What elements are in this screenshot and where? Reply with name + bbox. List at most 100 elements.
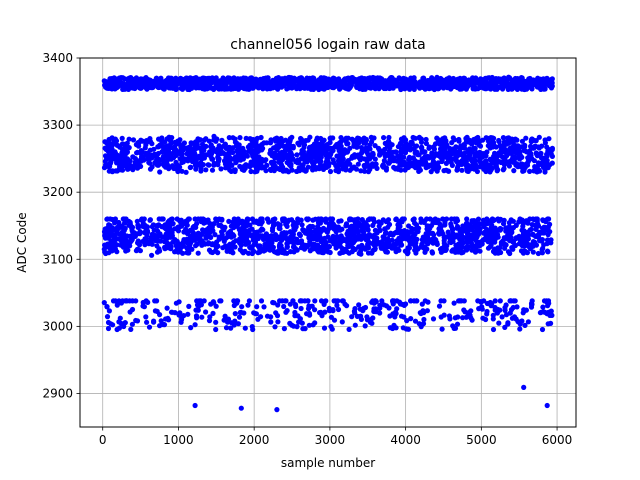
data-point bbox=[258, 162, 264, 168]
data-point bbox=[130, 154, 136, 160]
data-point bbox=[128, 326, 134, 332]
data-point bbox=[133, 76, 139, 82]
data-point bbox=[494, 310, 500, 316]
data-point bbox=[397, 301, 404, 307]
outlier-point bbox=[192, 402, 198, 409]
data-point bbox=[487, 229, 493, 235]
data-point bbox=[244, 230, 250, 236]
data-point bbox=[335, 144, 341, 150]
data-point bbox=[104, 216, 111, 222]
data-point bbox=[107, 245, 113, 251]
data-point bbox=[218, 166, 224, 172]
data-point bbox=[430, 230, 436, 236]
data-point bbox=[209, 75, 215, 81]
data-point bbox=[451, 300, 457, 306]
data-point bbox=[253, 219, 260, 225]
data-point bbox=[144, 86, 150, 92]
data-point bbox=[221, 143, 227, 149]
data-point bbox=[156, 80, 162, 86]
data-point bbox=[106, 136, 112, 143]
data-point bbox=[430, 158, 436, 164]
data-point bbox=[459, 81, 465, 87]
data-point bbox=[266, 235, 272, 242]
data-point bbox=[145, 150, 151, 156]
data-point bbox=[213, 244, 220, 250]
data-point bbox=[195, 136, 201, 142]
data-point bbox=[156, 233, 162, 239]
data-point bbox=[465, 168, 471, 174]
data-point bbox=[261, 248, 267, 254]
data-point bbox=[291, 75, 297, 81]
data-point bbox=[294, 220, 301, 226]
data-point bbox=[410, 155, 416, 161]
data-point bbox=[185, 216, 192, 222]
data-point bbox=[374, 230, 380, 236]
data-point bbox=[296, 78, 302, 84]
data-point bbox=[208, 151, 215, 157]
data-point bbox=[193, 166, 199, 172]
data-point bbox=[413, 247, 419, 253]
data-point bbox=[362, 304, 369, 311]
data-point bbox=[506, 163, 512, 169]
data-point bbox=[298, 217, 304, 223]
data-point bbox=[266, 247, 273, 253]
data-point bbox=[496, 150, 502, 156]
data-point bbox=[507, 298, 513, 304]
data-point bbox=[138, 217, 144, 223]
data-point bbox=[483, 158, 489, 164]
data-point bbox=[106, 162, 112, 168]
data-point bbox=[476, 229, 483, 235]
data-point bbox=[201, 137, 207, 143]
data-point bbox=[339, 235, 345, 241]
data-point bbox=[208, 85, 214, 91]
y-tick-label: 3300 bbox=[42, 118, 73, 132]
data-point bbox=[209, 156, 215, 162]
data-point bbox=[361, 229, 367, 235]
data-point bbox=[382, 85, 388, 91]
data-point bbox=[249, 324, 255, 330]
data-point bbox=[365, 227, 371, 233]
data-point bbox=[112, 77, 118, 84]
data-point bbox=[146, 159, 152, 166]
data-point bbox=[230, 232, 236, 238]
data-point bbox=[360, 80, 366, 86]
x-tick-label: 5000 bbox=[466, 433, 497, 447]
data-point bbox=[394, 306, 400, 312]
data-point bbox=[453, 242, 459, 248]
data-point bbox=[349, 136, 355, 142]
data-point bbox=[119, 135, 125, 141]
data-point bbox=[302, 326, 308, 332]
data-point bbox=[268, 314, 274, 320]
data-point bbox=[356, 81, 362, 87]
data-point bbox=[420, 83, 426, 89]
data-point bbox=[396, 75, 402, 81]
data-point bbox=[161, 160, 167, 166]
data-point bbox=[263, 77, 269, 83]
data-point bbox=[516, 233, 522, 239]
data-point bbox=[272, 232, 279, 238]
data-point bbox=[421, 237, 428, 243]
data-point bbox=[368, 317, 374, 323]
data-point bbox=[525, 220, 531, 226]
data-point bbox=[282, 298, 288, 304]
data-point bbox=[209, 167, 216, 173]
data-point bbox=[352, 227, 358, 233]
data-point bbox=[373, 299, 379, 305]
data-point bbox=[112, 298, 118, 304]
data-point bbox=[320, 225, 327, 231]
data-point bbox=[176, 312, 182, 318]
data-point bbox=[149, 252, 155, 258]
data-point bbox=[478, 80, 484, 87]
data-point bbox=[156, 161, 163, 167]
data-point bbox=[133, 298, 139, 304]
data-point bbox=[219, 137, 225, 143]
data-point bbox=[470, 78, 476, 84]
data-point bbox=[154, 155, 160, 161]
data-point bbox=[209, 249, 216, 256]
data-point bbox=[277, 150, 283, 157]
data-point bbox=[198, 168, 204, 174]
data-point bbox=[273, 75, 279, 81]
data-point bbox=[507, 310, 513, 316]
data-point bbox=[484, 300, 490, 307]
data-point bbox=[313, 137, 320, 143]
